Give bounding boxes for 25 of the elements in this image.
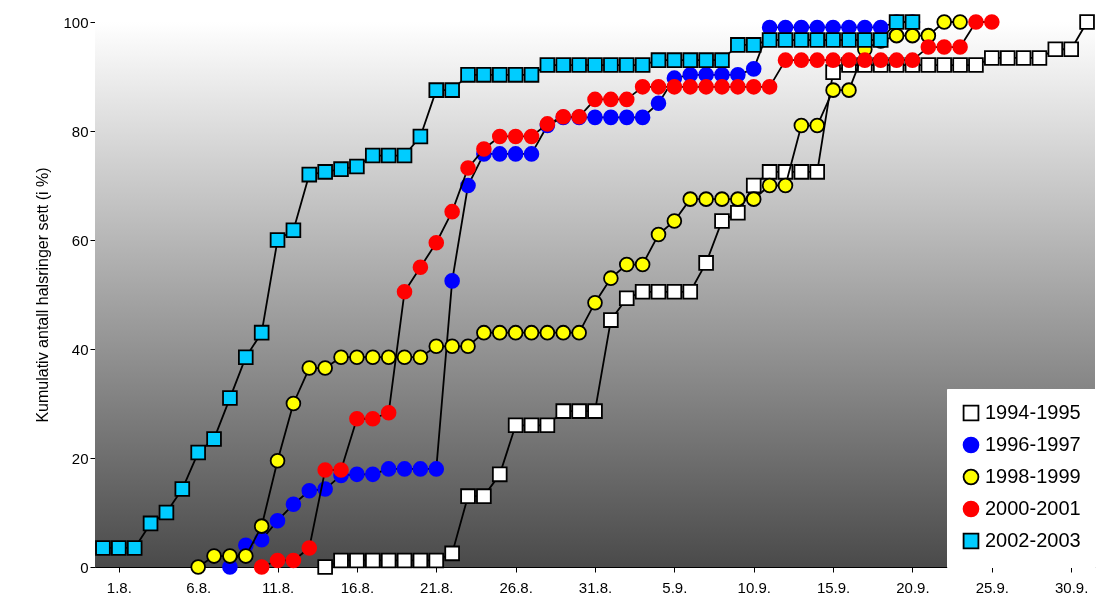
y-tick-label: 80	[71, 122, 89, 140]
y-axis-title: Kumulativ antall halsringer sett (i %)	[34, 167, 52, 423]
x-tick-label: 1.8.	[106, 578, 132, 596]
x-tick-label: 16.8.	[340, 578, 375, 596]
x-tick-label: 30.9.	[1055, 578, 1089, 596]
y-tick-label: 20	[71, 449, 89, 467]
x-tick-label: 15.9.	[816, 578, 851, 596]
legend-label: 2002-2003	[985, 529, 1081, 551]
x-tick-label: 10.9.	[737, 578, 771, 596]
legend-label: 1998-1999	[985, 465, 1081, 487]
x-tick-label: 20.9.	[896, 578, 930, 596]
y-tick-label: 0	[80, 558, 89, 576]
y-tick-label: 60	[71, 231, 89, 249]
x-tick-label: 26.8.	[499, 578, 533, 596]
x-tick-label: 11.8.	[261, 578, 295, 596]
x-tick-label: 31.8.	[578, 578, 613, 596]
x-tick-label: 25.9.	[975, 578, 1010, 596]
y-tick-label: 40	[71, 340, 89, 358]
y-tick-label: 100	[63, 13, 89, 31]
x-tick-label: 5.9.	[662, 578, 688, 596]
legend-label: 1996-1997	[985, 433, 1081, 455]
legend-label: 2000-2001	[985, 497, 1081, 519]
legend-label: 1994-1995	[985, 401, 1081, 423]
x-tick-label: 21.8.	[420, 578, 454, 596]
x-tick-label: 6.8.	[186, 578, 212, 596]
